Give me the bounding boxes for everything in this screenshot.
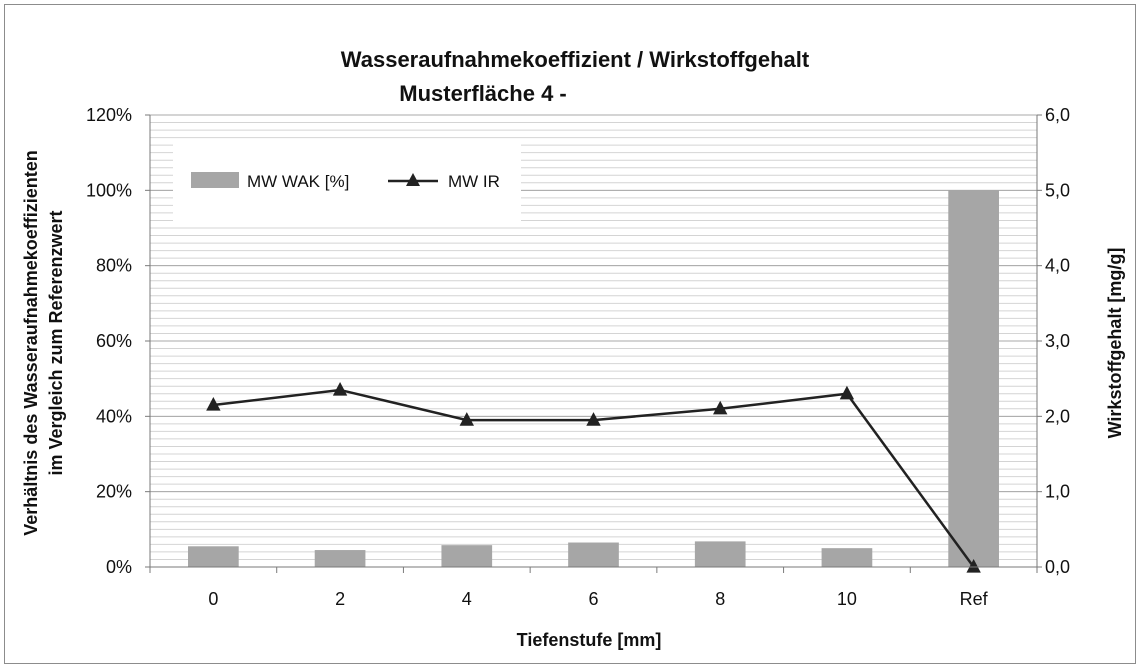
chart-canvas: 0% 20% 40% 60% 80% 100% 120% 0,0 1,0 2,0 3,0 4,0 5,0… [21,47,1125,650]
legend-bar-label: MW WAK [%] [247,172,349,191]
x-tick-label: 0 [208,589,218,609]
x-tick-label: 10 [837,589,857,609]
ir-point-Ref [966,559,981,573]
y-tick-label: 100% [86,180,132,200]
bar-Ref [948,190,999,568]
axes: 0% 20% 40% 60% 80% 100% 120% 0,0 1,0 2,0 3,0 4,0 5,0… [86,105,1070,609]
y2-tick-label: 5,0 [1045,180,1070,200]
y2-tick-label: 3,0 [1045,331,1070,351]
bar-series [188,190,999,568]
chart-title: Wasseraufnahmekoeffizient / Wirkstoffgeh… [341,47,810,72]
y-axis-title-line-2: im Vergleich zum Referenzwert [46,210,66,475]
x-axis-title: Tiefenstufe [mm] [517,630,662,650]
bar-4 [441,545,493,567]
y-axis-title-line-1: Verhältnis des Wasseraufnahmekoeffizient… [21,150,41,535]
ir-point-6 [586,412,601,426]
y-tick-label: 20% [96,482,132,502]
legend-bar-swatch [191,172,239,188]
bar-2 [314,550,366,567]
ir-point-8 [713,400,728,415]
bar-8 [694,541,746,567]
y2-tick-label: 4,0 [1045,256,1070,276]
x-tick-label: Ref [960,589,989,609]
bar-0 [188,546,239,567]
y-tick-label: 120% [86,105,132,125]
chart-frame: 0% 20% 40% 60% 80% 100% 120% 0,0 1,0 2,0 3,0 4,0 5,0… [4,4,1136,664]
y2-tick-label: 2,0 [1045,406,1070,426]
x-tick-label: 8 [715,589,725,609]
chart-subtitle: Musterfläche 4 - [399,81,567,106]
ir-point-0 [206,397,221,411]
line-series [206,381,981,573]
grid-layer [150,114,1037,568]
y-tick-label: 80% [96,256,132,276]
x-tick-label: 6 [588,589,598,609]
y-tick-label: 0% [106,557,132,577]
y2-tick-label: 6,0 [1045,105,1070,125]
bar-6 [568,542,619,567]
ir-point-4 [459,412,474,426]
x-tick-label: 2 [335,589,345,609]
legend-line-marker [406,173,420,186]
x-tick-label: 4 [462,589,472,609]
y2-tick-label: 0,0 [1045,557,1070,577]
ir-point-10 [839,385,855,400]
y-tick-label: 60% [96,331,132,351]
y-tick-label: 40% [96,406,132,426]
y2-tick-label: 1,0 [1045,482,1070,502]
legend-line-label: MW IR [448,172,500,191]
bar-10 [821,548,873,567]
y2-axis-title: Wirkstoffgehalt [mg/g] [1105,248,1125,439]
ir-point-2 [332,381,348,396]
